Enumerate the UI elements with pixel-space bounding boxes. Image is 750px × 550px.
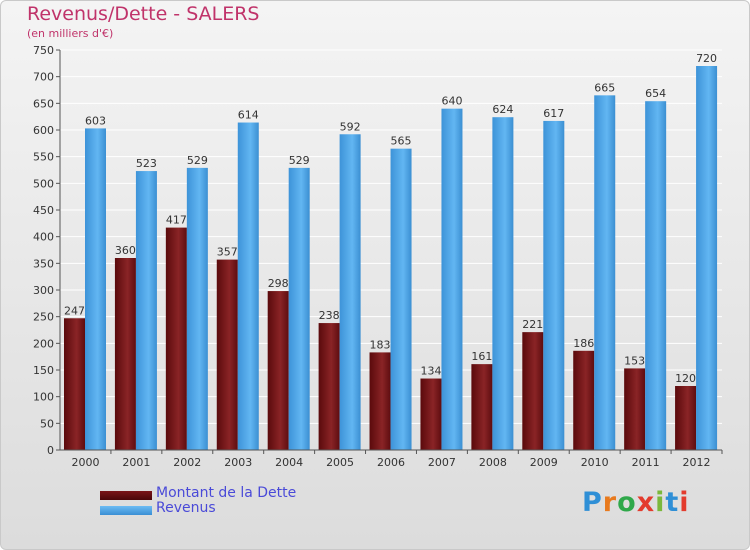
x-tick-label: 2010 <box>581 456 609 469</box>
y-tick-label: 250 <box>33 311 54 324</box>
x-tick-label: 2009 <box>530 456 558 469</box>
bar-revenus <box>135 171 157 451</box>
value-label: 665 <box>594 81 615 94</box>
bar-revenus <box>543 120 565 450</box>
y-tick-label: 50 <box>40 417 54 430</box>
x-tick-label: 2007 <box>428 456 456 469</box>
value-label: 417 <box>166 214 187 227</box>
value-label: 720 <box>696 52 717 65</box>
bar-revenus <box>594 95 616 450</box>
legend-swatch-dette <box>100 491 152 500</box>
logo-letter: t <box>665 487 680 518</box>
value-label: 298 <box>268 277 289 290</box>
bar-revenus <box>645 101 667 450</box>
bar-revenus <box>237 122 259 451</box>
value-label: 357 <box>217 246 238 259</box>
x-tick-label: 2000 <box>71 456 99 469</box>
bar-dette <box>522 332 544 450</box>
y-tick-label: 650 <box>33 97 54 110</box>
value-label: 624 <box>492 103 513 116</box>
value-label: 654 <box>645 87 666 100</box>
value-label: 523 <box>136 157 157 170</box>
bar-dette <box>369 352 391 450</box>
legend-label-revenus: Revenus <box>156 500 216 516</box>
bar-revenus <box>441 108 463 451</box>
value-label: 238 <box>319 309 340 322</box>
bar-dette <box>420 378 442 450</box>
y-tick-label: 750 <box>33 44 54 57</box>
y-tick-label: 600 <box>33 124 54 137</box>
bar-revenus <box>186 167 208 450</box>
value-label: 134 <box>420 365 441 378</box>
value-label: 565 <box>391 135 412 148</box>
bar-dette <box>64 318 85 450</box>
bar-dette <box>573 350 595 450</box>
chart-subtitle: (en milliers d'€) <box>27 27 114 40</box>
y-tick-label: 400 <box>33 231 54 244</box>
y-tick-label: 0 <box>47 444 54 457</box>
value-label: 161 <box>471 350 492 363</box>
bar-revenus <box>390 148 412 450</box>
bar-dette <box>267 291 289 450</box>
value-label: 592 <box>340 120 361 133</box>
x-tick-label: 2002 <box>173 456 201 469</box>
x-tick-label: 2005 <box>326 456 354 469</box>
bar-dette <box>114 258 136 450</box>
bar-dette <box>216 259 238 450</box>
logo-letter: r <box>602 487 618 518</box>
y-tick-label: 700 <box>33 71 54 84</box>
x-tick-label: 2004 <box>275 456 303 469</box>
bar-revenus <box>288 167 310 450</box>
y-tick-label: 150 <box>33 364 54 377</box>
chart-title: Revenus/Dette - SALERS <box>27 3 260 25</box>
legend-label-dette: Montant de la Dette <box>156 485 297 501</box>
bar-dette <box>165 227 187 450</box>
value-label: 221 <box>522 318 543 331</box>
bar-revenus <box>85 128 106 450</box>
logo-letter: x <box>636 487 656 518</box>
proxiti-logo: Proxiti <box>582 487 690 518</box>
y-tick-label: 550 <box>33 151 54 164</box>
value-label: 617 <box>543 107 564 120</box>
y-tick-label: 100 <box>33 391 54 404</box>
x-tick-label: 2011 <box>632 456 660 469</box>
value-label: 603 <box>85 114 106 127</box>
y-tick-label: 200 <box>33 337 54 350</box>
bar-revenus <box>696 66 718 450</box>
value-label: 529 <box>289 154 310 167</box>
bar-revenus <box>339 134 361 450</box>
value-label: 640 <box>441 95 462 108</box>
y-tick-label: 500 <box>33 177 54 190</box>
bar-dette <box>624 368 646 450</box>
value-label: 153 <box>624 354 645 367</box>
logo-letter: i <box>679 487 690 518</box>
bar-dette <box>675 386 697 450</box>
value-label: 186 <box>573 337 594 350</box>
logo-letter: o <box>617 487 637 518</box>
y-tick-label: 300 <box>33 284 54 297</box>
y-tick-label: 450 <box>33 204 54 217</box>
x-tick-label: 2001 <box>122 456 150 469</box>
x-tick-label: 2008 <box>479 456 507 469</box>
legend-swatch-revenus <box>100 506 152 515</box>
x-tick-label: 2003 <box>224 456 252 469</box>
value-label: 120 <box>675 372 696 385</box>
value-label: 183 <box>370 338 391 351</box>
x-tick-label: 2012 <box>683 456 711 469</box>
bar-dette <box>318 323 340 450</box>
y-tick-label: 350 <box>33 257 54 270</box>
value-label: 360 <box>115 244 136 257</box>
bar-revenus <box>492 117 514 450</box>
value-label: 614 <box>238 109 259 122</box>
value-label: 247 <box>64 304 85 317</box>
logo-letter: i <box>655 487 666 518</box>
logo-letter: P <box>582 487 603 518</box>
x-tick-label: 2006 <box>377 456 405 469</box>
bar-dette <box>471 364 493 450</box>
value-label: 529 <box>187 154 208 167</box>
